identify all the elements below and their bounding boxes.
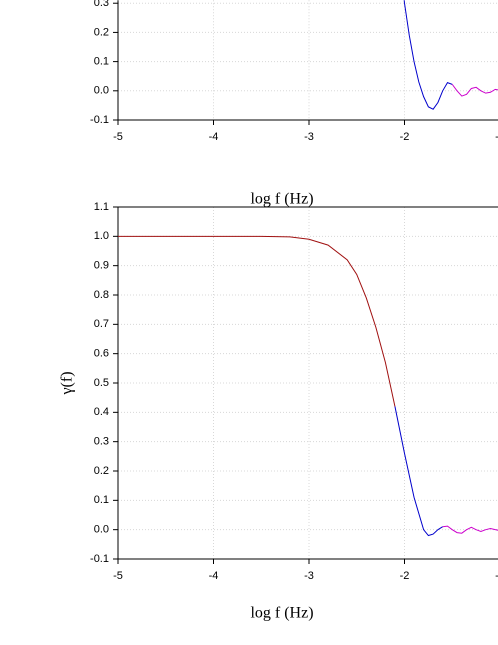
x-tick-label: -4 [209,131,219,143]
y-tick-label: 1.0 [94,230,109,242]
x-axis-label: log f (Hz) [250,605,313,622]
series-line [118,235,396,407]
y-tick-label: 0.2 [94,465,109,477]
series-line [451,84,498,97]
y-tick-label: 0.3 [94,0,109,9]
y-tick-label: 0.1 [94,494,109,506]
y-tick-label: 1.1 [94,201,109,213]
series-line [442,525,498,534]
x-tick-label: -5 [113,570,123,582]
series-line [394,406,443,537]
y-axis-label: γ(f) [59,371,76,395]
x-tick-label: -1 [495,131,498,143]
x-tick-label: -1 [495,570,498,582]
y-tick-label: 0.0 [94,85,109,97]
y-tick-label: 0.4 [94,406,109,418]
y-tick-label: 0.2 [94,26,109,38]
x-tick-label: -4 [209,570,219,582]
y-tick-label: -0.1 [90,553,109,565]
y-tick-label: -0.1 [90,114,109,126]
series-line [403,0,453,110]
x-tick-label: -2 [400,570,410,582]
y-tick-label: 0.5 [94,377,109,389]
x-tick-label: -5 [113,131,123,143]
y-tick-label: 0.1 [94,56,109,68]
y-tick-label: 0.0 [94,524,109,536]
x-tick-label: -2 [400,131,410,143]
y-tick-label: 0.7 [94,318,109,330]
y-tick-label: 0.3 [94,436,109,448]
y-tick-label: 0.9 [94,260,109,272]
x-tick-label: -3 [304,131,314,143]
y-tick-label: 0.8 [94,289,109,301]
y-tick-label: 0.6 [94,348,109,360]
x-axis-label: log f (Hz) [250,191,313,208]
x-tick-label: -3 [304,570,314,582]
